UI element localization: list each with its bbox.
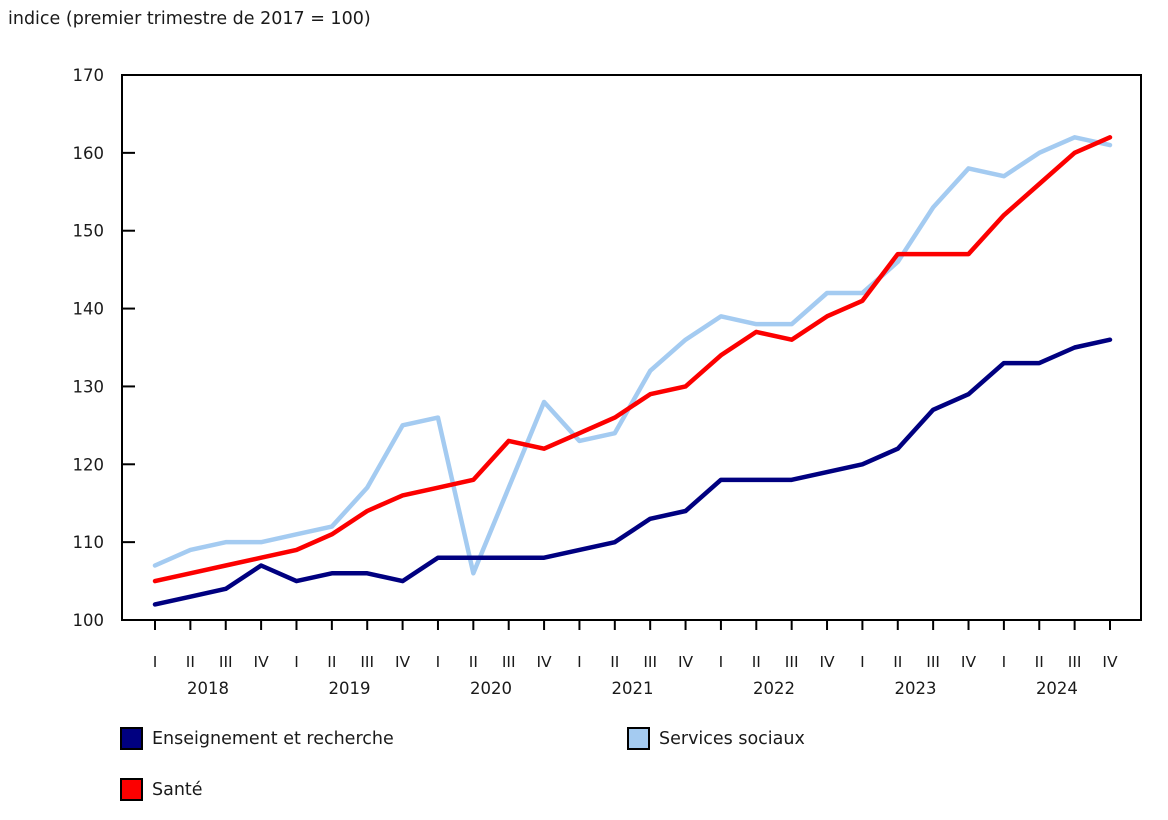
x-axis-quarter-label: IV	[678, 653, 694, 671]
series-line-1	[152, 135, 1113, 576]
x-axis-quarter-label: I	[577, 653, 582, 671]
x-axis-quarter-label: IV	[819, 653, 835, 671]
y-axis-tick-label: 160	[73, 144, 105, 163]
y-axis-tick-label: 130	[73, 377, 105, 396]
x-axis-quarter-label: II	[610, 653, 619, 671]
x-axis-quarter-label: II	[186, 653, 195, 671]
x-axis-year-label: 2022	[753, 679, 795, 698]
series-line-2	[152, 135, 1113, 584]
x-axis-quarter-label: I	[153, 653, 158, 671]
x-axis-year-label: 2024	[1036, 679, 1078, 698]
y-axis-tick-label: 150	[73, 222, 105, 241]
legend-item-sante: Santé	[120, 778, 203, 801]
x-axis-quarter-label: III	[219, 653, 233, 671]
x-axis-quarter-label: II	[327, 653, 336, 671]
y-axis-tick-label: 100	[73, 611, 105, 630]
y-axis-tick-label: 110	[73, 533, 105, 552]
x-axis-quarter-label: III	[643, 653, 657, 671]
x-axis-quarter-label: I	[294, 653, 299, 671]
x-axis-quarter-label: I	[436, 653, 441, 671]
x-axis-quarter-label: IV	[1102, 653, 1118, 671]
x-axis-quarter-label: III	[926, 653, 940, 671]
legend-label-services-sociaux: Services sociaux	[659, 728, 805, 749]
x-axis-quarter-label: IV	[254, 653, 270, 671]
x-axis-quarter-label: II	[752, 653, 761, 671]
legend-label-enseignement-et-recherche: Enseignement et recherche	[152, 728, 394, 749]
series-line-0	[152, 337, 1113, 607]
y-axis-tick-label: 120	[73, 455, 105, 474]
x-axis-quarter-label: I	[1002, 653, 1007, 671]
legend-item-services-sociaux: Services sociaux	[627, 727, 805, 750]
legend-item-enseignement-et-recherche: Enseignement et recherche	[120, 727, 394, 750]
legend-swatch-services-sociaux	[627, 727, 650, 750]
x-axis-quarter-label: I	[719, 653, 724, 671]
x-axis-year-label: 2019	[329, 679, 371, 698]
y-axis-tick-label: 140	[73, 300, 105, 319]
legend-label-sante: Santé	[152, 779, 203, 800]
legend-swatch-enseignement-et-recherche	[120, 727, 143, 750]
x-axis-quarter-label: IV	[961, 653, 977, 671]
x-axis-year-label: 2023	[894, 679, 936, 698]
x-axis-quarter-label: III	[785, 653, 799, 671]
y-axis-tick-label: 170	[73, 66, 105, 85]
x-axis-quarter-label: II	[1035, 653, 1044, 671]
x-axis-quarter-label: II	[469, 653, 478, 671]
x-axis-year-label: 2018	[187, 679, 229, 698]
x-axis-quarter-label: II	[893, 653, 902, 671]
x-axis-quarter-label: IV	[536, 653, 552, 671]
x-axis-quarter-label: III	[1068, 653, 1082, 671]
x-axis-year-label: 2020	[470, 679, 512, 698]
legend-swatch-sante	[120, 778, 143, 801]
x-axis-quarter-label: I	[860, 653, 865, 671]
x-axis-quarter-label: III	[502, 653, 516, 671]
plot-border	[121, 74, 1142, 621]
chart-title: indice (premier trimestre de 2017 = 100)	[8, 9, 371, 29]
x-axis-quarter-label: III	[360, 653, 374, 671]
x-axis-quarter-label: IV	[395, 653, 411, 671]
x-axis-year-label: 2021	[612, 679, 654, 698]
